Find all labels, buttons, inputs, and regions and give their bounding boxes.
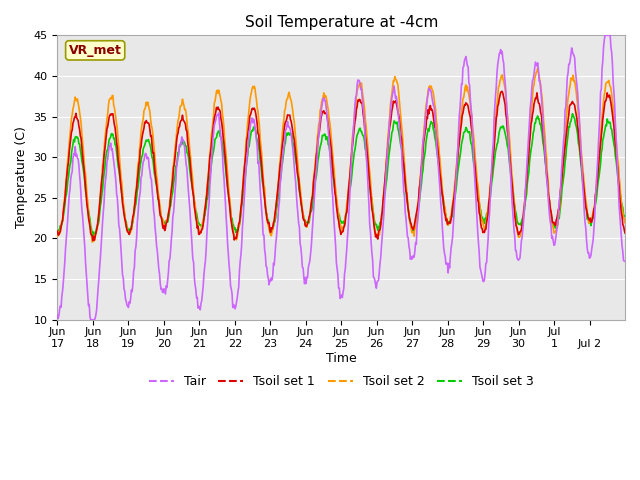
Tair (601, 33, 609, 38)
Y-axis label: Temperature (C): Temperature (C) (15, 127, 28, 228)
Tsoil set 1 (499, 88, 506, 94)
Tair (621, 259, 629, 264)
Tair (225, 262, 233, 268)
Tair (401, 193, 408, 199)
Tsoil set 3 (433, 144, 440, 149)
Tsoil set 2 (225, 192, 233, 198)
Tsoil set 1 (225, 198, 233, 204)
Tsoil set 3 (54, 226, 61, 232)
Tair (275, 204, 282, 210)
Tsoil set 2 (534, 65, 541, 71)
Tsoil set 2 (88, 239, 96, 245)
Tsoil set 2 (121, 211, 129, 216)
Tsoil set 2 (275, 176, 282, 182)
Tair (253, 144, 261, 150)
Legend: Tair, Tsoil set 1, Tsoil set 2, Tsoil set 3: Tair, Tsoil set 1, Tsoil set 2, Tsoil se… (144, 370, 539, 393)
Tsoil set 3 (621, 213, 629, 219)
Line: Tsoil set 2: Tsoil set 2 (58, 68, 625, 242)
Tsoil set 1 (253, 121, 261, 127)
Tsoil set 2 (433, 118, 440, 124)
Tsoil set 2 (54, 233, 61, 239)
Tsoil set 1 (54, 228, 61, 234)
Tsoil set 1 (89, 238, 97, 243)
Line: Tsoil set 1: Tsoil set 1 (58, 91, 625, 240)
Tsoil set 2 (253, 105, 261, 110)
Tair (87, 317, 95, 323)
Tsoil set 1 (401, 170, 408, 176)
Tair (433, 136, 440, 142)
Tsoil set 2 (621, 220, 629, 226)
Tsoil set 1 (621, 230, 629, 236)
X-axis label: Time: Time (326, 352, 356, 365)
Tsoil set 1 (433, 134, 440, 140)
Line: Tair: Tair (58, 36, 625, 320)
Tsoil set 3 (91, 234, 99, 240)
Tsoil set 3 (253, 137, 261, 143)
Text: VR_met: VR_met (68, 44, 122, 57)
Tsoil set 3 (401, 173, 408, 179)
Tsoil set 3 (275, 194, 282, 200)
Tair (54, 312, 61, 318)
Tsoil set 2 (401, 160, 408, 166)
Tsoil set 3 (568, 111, 576, 117)
Tsoil set 1 (121, 216, 129, 222)
Tsoil set 3 (225, 195, 233, 201)
Line: Tsoil set 3: Tsoil set 3 (58, 114, 625, 237)
Tair (121, 288, 129, 294)
Tsoil set 1 (275, 178, 282, 184)
Title: Soil Temperature at -4cm: Soil Temperature at -4cm (244, 15, 438, 30)
Tsoil set 3 (121, 212, 129, 217)
